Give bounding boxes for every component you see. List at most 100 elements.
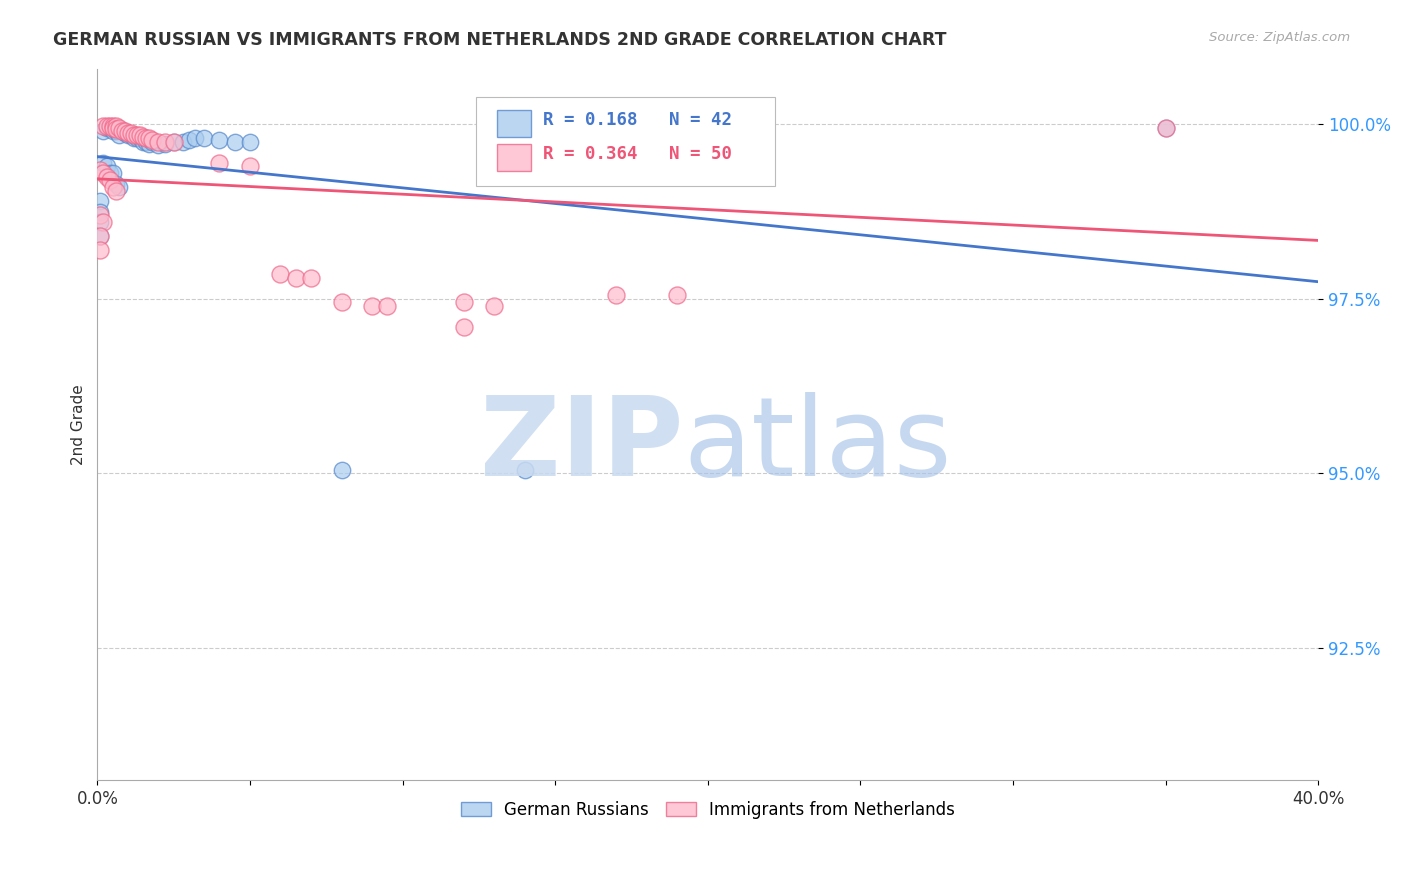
- Point: [89, 229, 111, 244]
- Point: [125, 128, 148, 142]
- Point: [284, 271, 307, 285]
- Point: [117, 126, 139, 140]
- Point: [1154, 120, 1177, 135]
- Point: [120, 128, 142, 142]
- Point: [163, 135, 186, 149]
- Point: [93, 124, 115, 138]
- Point: [1154, 120, 1177, 135]
- Point: [101, 120, 124, 135]
- Point: [98, 173, 121, 187]
- Point: [148, 135, 170, 149]
- Point: [138, 131, 160, 145]
- Point: [89, 215, 111, 229]
- Point: [148, 138, 170, 153]
- Point: [135, 135, 157, 149]
- Text: Source: ZipAtlas.com: Source: ZipAtlas.com: [1209, 31, 1350, 45]
- Point: [163, 135, 186, 149]
- Point: [135, 131, 157, 145]
- Point: [107, 128, 129, 142]
- Point: [141, 135, 163, 149]
- Point: [101, 120, 124, 134]
- Point: [122, 131, 145, 145]
- Point: [184, 131, 207, 145]
- Text: R = 0.168   N = 42: R = 0.168 N = 42: [543, 111, 733, 128]
- Bar: [496, 110, 531, 136]
- Text: R = 0.364   N = 50: R = 0.364 N = 50: [543, 145, 733, 163]
- Point: [101, 166, 124, 180]
- Text: GERMAN RUSSIAN VS IMMIGRANTS FROM NETHERLANDS 2ND GRADE CORRELATION CHART: GERMAN RUSSIAN VS IMMIGRANTS FROM NETHER…: [53, 31, 946, 49]
- Point: [132, 135, 155, 149]
- Point: [125, 131, 148, 145]
- Point: [104, 124, 127, 138]
- Point: [299, 271, 322, 285]
- Point: [93, 119, 115, 133]
- Point: [101, 120, 124, 135]
- Point: [361, 299, 384, 313]
- Point: [93, 166, 115, 180]
- Point: [104, 184, 127, 198]
- Point: [104, 122, 127, 136]
- Point: [107, 180, 129, 194]
- FancyBboxPatch shape: [475, 97, 775, 186]
- Point: [239, 159, 262, 173]
- Point: [269, 268, 291, 282]
- Point: [117, 128, 139, 142]
- Point: [89, 194, 111, 208]
- Point: [120, 126, 142, 140]
- Point: [330, 463, 353, 477]
- Point: [138, 136, 160, 151]
- Y-axis label: 2nd Grade: 2nd Grade: [72, 384, 86, 465]
- Point: [96, 119, 118, 133]
- Point: [666, 288, 689, 302]
- Point: [605, 288, 627, 302]
- Point: [129, 128, 152, 142]
- Point: [89, 243, 111, 257]
- Point: [172, 135, 194, 149]
- Point: [96, 169, 118, 184]
- Point: [101, 124, 124, 138]
- Point: [107, 122, 129, 136]
- Point: [107, 120, 129, 135]
- Point: [122, 128, 145, 142]
- Point: [132, 129, 155, 144]
- Point: [93, 155, 115, 169]
- Point: [453, 295, 475, 310]
- Point: [96, 159, 118, 173]
- Point: [111, 123, 134, 137]
- Point: [111, 124, 134, 138]
- Bar: [496, 144, 531, 171]
- Point: [89, 162, 111, 177]
- Point: [101, 180, 124, 194]
- Point: [98, 166, 121, 180]
- Point: [98, 120, 121, 135]
- Point: [98, 120, 121, 134]
- Point: [513, 463, 536, 477]
- Point: [104, 120, 127, 135]
- Point: [208, 133, 231, 147]
- Point: [114, 126, 136, 140]
- Point: [208, 155, 231, 169]
- Point: [104, 177, 127, 191]
- Legend: German Russians, Immigrants from Netherlands: German Russians, Immigrants from Netherl…: [454, 794, 962, 825]
- Point: [482, 299, 505, 313]
- Point: [375, 299, 398, 313]
- Point: [239, 135, 262, 149]
- Text: atlas: atlas: [683, 392, 952, 500]
- Point: [129, 131, 152, 145]
- Point: [193, 131, 215, 145]
- Point: [89, 208, 111, 222]
- Text: ZIP: ZIP: [479, 392, 683, 500]
- Point: [89, 229, 111, 244]
- Point: [224, 135, 246, 149]
- Point: [114, 124, 136, 138]
- Point: [141, 133, 163, 147]
- Point: [89, 204, 111, 219]
- Point: [330, 295, 353, 310]
- Point: [453, 319, 475, 334]
- Point: [177, 133, 200, 147]
- Point: [96, 120, 118, 135]
- Point: [153, 135, 176, 149]
- Point: [153, 136, 176, 151]
- Point: [93, 215, 115, 229]
- Point: [104, 120, 127, 134]
